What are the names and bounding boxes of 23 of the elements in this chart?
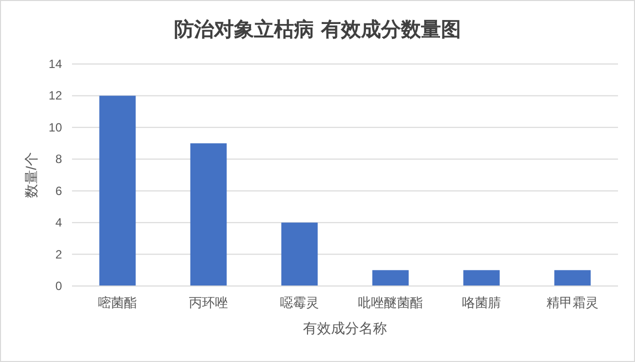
x-tick-label: 噁霉灵 — [280, 295, 319, 310]
y-tick-label: 14 — [48, 57, 62, 71]
x-tick-label: 咯菌腈 — [462, 295, 501, 310]
y-tick-label: 8 — [55, 152, 62, 166]
bar — [99, 96, 136, 286]
y-tick-label: 2 — [55, 247, 62, 262]
x-tick-label: 嘧菌酯 — [98, 295, 137, 310]
x-axis-title: 有效成分名称 — [303, 320, 387, 336]
bar — [190, 143, 227, 286]
bar — [281, 222, 318, 286]
y-tick-label: 0 — [55, 279, 62, 293]
x-tick-label: 吡唑醚菌酯 — [358, 295, 423, 310]
y-tick-label: 12 — [48, 88, 62, 103]
y-tick-label: 10 — [48, 120, 62, 134]
bar — [372, 270, 409, 286]
y-tick-label: 6 — [55, 184, 62, 198]
y-tick-label: 4 — [55, 216, 62, 230]
x-tick-label: 精甲霜灵 — [546, 295, 598, 310]
bar — [463, 270, 500, 286]
chart-title: 防治对象立枯病 有效成分数量图 — [174, 17, 461, 41]
bar — [554, 270, 591, 286]
y-axis-title: 数量/个 — [23, 152, 39, 198]
x-tick-label: 丙环唑 — [189, 295, 228, 310]
